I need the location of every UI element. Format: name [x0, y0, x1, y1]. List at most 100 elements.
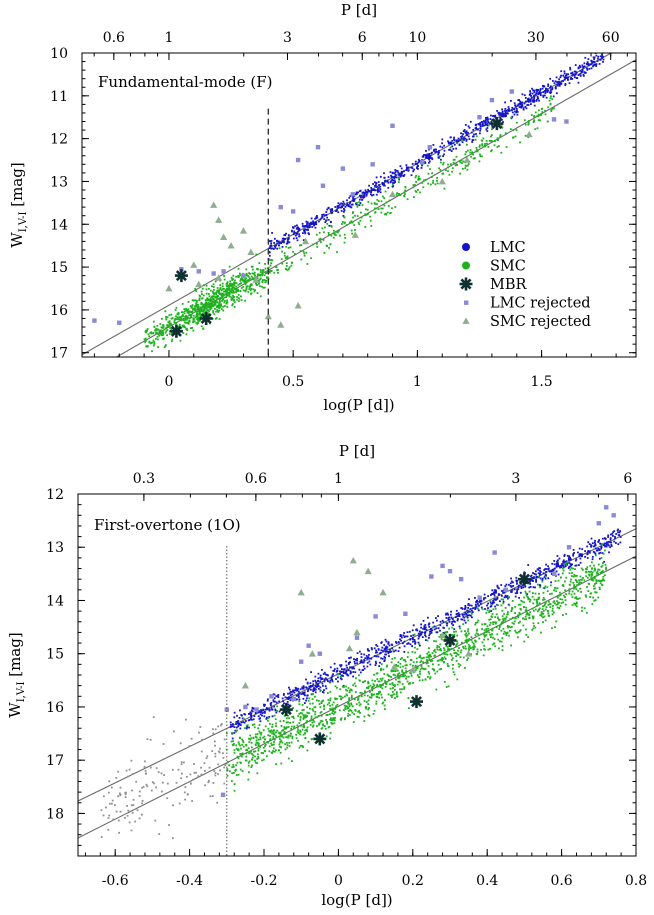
smc-point	[232, 764, 235, 766]
lmc-point	[557, 565, 560, 567]
smc-point	[557, 579, 560, 582]
lmc-point	[342, 215, 345, 217]
smc-point	[263, 741, 265, 743]
smc-point	[604, 563, 607, 566]
smc-point	[179, 316, 182, 319]
smc-point	[279, 720, 282, 723]
smc-point	[389, 212, 391, 215]
smc-point	[345, 224, 348, 226]
smc-point	[470, 155, 473, 158]
lmc-point	[387, 642, 390, 645]
lmc-point	[578, 64, 581, 67]
lmc-point	[315, 217, 318, 220]
smc-point	[230, 287, 233, 290]
smc-point	[461, 162, 463, 164]
smc-point	[305, 721, 307, 724]
smc-point	[285, 268, 288, 271]
smc-point	[466, 164, 469, 167]
smc-point	[601, 570, 604, 572]
lmc-point	[514, 592, 517, 595]
lmc-point	[417, 641, 420, 644]
smc-point	[376, 683, 379, 686]
lmc-point	[566, 554, 569, 557]
lmc-point	[355, 203, 358, 206]
smc-point	[239, 768, 242, 771]
smc-rejected-point	[301, 237, 310, 245]
lmc-point	[315, 681, 317, 684]
smc-point	[244, 759, 247, 762]
smc-point	[443, 681, 446, 683]
lmc-point	[392, 182, 394, 184]
smc-point	[502, 632, 505, 635]
smc-point	[455, 645, 457, 647]
smc-point	[327, 726, 330, 729]
lmc-point	[516, 592, 519, 594]
lmc-point	[533, 97, 536, 100]
smc-point	[485, 629, 488, 632]
top-tick-label: 6	[358, 30, 367, 46]
smc-point	[252, 736, 255, 739]
lmc-point	[593, 60, 595, 63]
smc-point	[357, 698, 360, 700]
smc-point	[256, 772, 259, 775]
smc-point	[247, 274, 249, 277]
excluded-point	[146, 738, 149, 741]
lmc-point	[302, 687, 305, 690]
lmc-point	[329, 221, 332, 223]
lmc-point	[539, 572, 541, 575]
smc-point	[255, 253, 258, 256]
smc-point	[231, 284, 233, 287]
smc-point	[472, 642, 475, 645]
smc-point	[380, 684, 383, 687]
smc-point	[476, 150, 479, 153]
smc-point	[364, 680, 367, 682]
smc-point	[269, 730, 272, 733]
mbr-points	[169, 117, 504, 338]
lmc-point	[358, 204, 361, 207]
lmc-point	[560, 566, 563, 569]
smc-point	[300, 244, 303, 247]
smc-point	[444, 621, 447, 623]
lmc-point	[607, 544, 610, 547]
smc-point	[195, 314, 198, 316]
lmc-point	[425, 628, 428, 631]
lmc-point	[311, 226, 314, 228]
lmc-point	[422, 619, 425, 622]
excluded-point	[193, 763, 195, 765]
smc-point	[217, 310, 219, 312]
y-tick-label: 11	[50, 89, 68, 105]
lmc-point	[513, 588, 516, 591]
lmc-point	[417, 158, 420, 161]
excluded-point	[179, 742, 182, 745]
lmc-point	[413, 639, 416, 641]
excluded-point	[180, 761, 183, 763]
smc-point	[348, 697, 351, 699]
lmc-point	[527, 97, 530, 100]
smc-point	[293, 725, 296, 728]
lmc-point	[378, 184, 380, 186]
smc-point	[258, 279, 260, 282]
smc-point	[559, 605, 562, 607]
smc-point	[597, 579, 600, 582]
smc-point	[549, 103, 552, 106]
lmc-point	[586, 68, 589, 71]
smc-point	[241, 738, 243, 741]
smc-point	[515, 617, 517, 620]
lmc-point	[306, 225, 308, 227]
smc-point	[258, 262, 261, 264]
smc-point	[332, 713, 335, 715]
lmc-point	[376, 651, 378, 654]
smc-point	[420, 665, 423, 667]
lmc-point	[507, 108, 509, 111]
smc-point	[313, 706, 316, 709]
smc-point	[200, 309, 203, 312]
smc-point	[366, 694, 369, 697]
smc-point	[182, 315, 184, 317]
lmc-point	[272, 700, 275, 703]
smc-point	[232, 299, 235, 302]
lmc-point	[366, 665, 369, 668]
lmc-point	[316, 685, 319, 687]
smc-point	[350, 229, 353, 232]
smc-point	[249, 289, 252, 292]
y-tick-label: 12	[50, 132, 68, 148]
